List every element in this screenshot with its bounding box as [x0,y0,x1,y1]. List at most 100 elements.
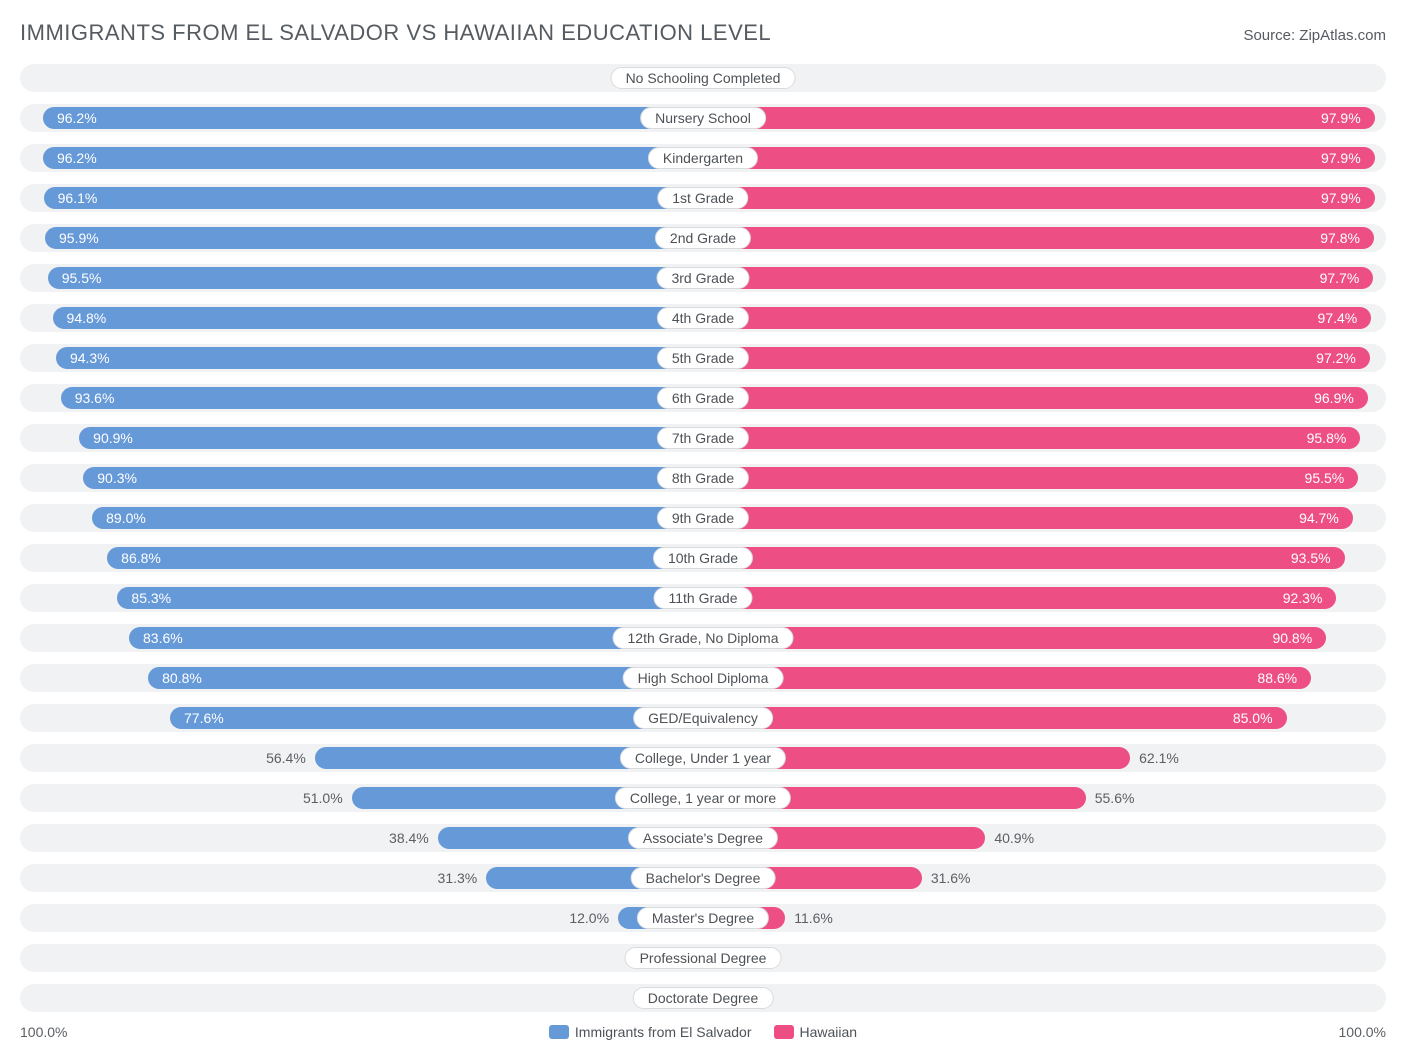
bar-right: 97.4% [706,307,1371,329]
bar-value-right: 95.5% [1305,470,1345,486]
bar-left: 77.6% [170,707,700,729]
category-label: Kindergarten [648,147,758,169]
bar-left: 96.2% [43,147,700,169]
category-label: Nursery School [640,107,766,129]
legend-item-right: Hawaiian [774,1024,858,1040]
category-label: College, Under 1 year [620,747,786,769]
category-label: 2nd Grade [655,227,751,249]
bar-value-left: 12.0% [569,910,609,926]
category-label: Professional Degree [625,947,782,969]
category-label: 11th Grade [653,587,752,609]
bar-value-left: 38.4% [389,830,429,846]
chart-row: 96.2% 97.9% Nursery School [20,104,1386,132]
chart-row: 80.8% 88.6% High School Diploma [20,664,1386,692]
chart-row: 90.3% 95.5% 8th Grade [20,464,1386,492]
chart-row: 86.8%93.5%10th Grade [20,544,1386,572]
chart-row: 77.6%85.0%GED/Equivalency [20,704,1386,732]
bar-value-left: 95.5% [62,270,102,286]
bar-value-right: 97.9% [1321,150,1361,166]
chart-row: 12.0% 11.6% Master's Degree [20,904,1386,932]
chart-row: 96.2% 97.9% Kindergarten [20,144,1386,172]
bar-value-right: 88.6% [1257,670,1297,686]
bar-value-left: 89.0% [106,510,146,526]
bar-value-right: 97.8% [1320,230,1360,246]
category-label: 10th Grade [653,547,753,569]
category-label: 7th Grade [657,427,749,449]
bar-value-left: 90.3% [97,470,137,486]
legend-item-left: Immigrants from El Salvador [549,1024,752,1040]
bar-left: 96.1% [44,187,700,209]
bar-right: 95.8% [706,427,1360,449]
legend-swatch-left [549,1025,569,1039]
chart-row: 95.9% 97.8% 2nd Grade [20,224,1386,252]
legend-label-right: Hawaiian [800,1024,858,1040]
chart-row: 90.9% 95.8%7th Grade [20,424,1386,452]
chart-row: 31.3% 31.6% Bachelor's Degree [20,864,1386,892]
category-label: Bachelor's Degree [631,867,776,889]
bar-value-right: 90.8% [1272,630,1312,646]
bar-value-right: 94.7% [1299,510,1339,526]
chart-row: 38.4%40.9%Associate's Degree [20,824,1386,852]
legend-swatch-right [774,1025,794,1039]
bar-left: 85.3% [117,587,700,609]
category-label: 9th Grade [657,507,749,529]
bar-value-left: 51.0% [303,790,343,806]
legend: Immigrants from El Salvador Hawaiian [67,1024,1338,1040]
bar-value-right: 97.9% [1321,110,1361,126]
category-label: 12th Grade, No Diploma [613,627,794,649]
category-label: 3rd Grade [656,267,749,289]
bar-value-right: 85.0% [1233,710,1273,726]
chart-row: 93.6%96.9%6th Grade [20,384,1386,412]
category-label: 8th Grade [657,467,749,489]
bar-value-left: 31.3% [438,870,478,886]
chart-row: 51.0%55.6%College, 1 year or more [20,784,1386,812]
bar-value-left: 96.1% [58,190,98,206]
axis-end-left: 100.0% [20,1024,67,1040]
bar-left: 96.2% [43,107,700,129]
category-label: 1st Grade [657,187,748,209]
bar-right: 97.9% [706,187,1375,209]
bar-value-right: 96.9% [1314,390,1354,406]
category-label: Master's Degree [637,907,769,929]
bar-right: 92.3% [706,587,1336,609]
bar-left: 80.8% [148,667,700,689]
axis-end-right: 100.0% [1339,1024,1386,1040]
bar-value-left: 90.9% [93,430,133,446]
category-label: 5th Grade [657,347,749,369]
bar-value-left: 83.6% [143,630,183,646]
bar-right: 94.7% [706,507,1353,529]
bar-right: 96.9% [706,387,1368,409]
bar-left: 95.9% [45,227,700,249]
chart-row: 3.5%3.4%Professional Degree [20,944,1386,972]
bar-left: 90.3% [83,467,700,489]
bar-value-right: 11.6% [794,910,833,926]
bar-value-left: 94.3% [70,350,110,366]
chart-row: 94.8%97.4%4th Grade [20,304,1386,332]
bar-right: 97.9% [706,147,1375,169]
chart-row: 89.0% 94.7% 9th Grade [20,504,1386,532]
bar-right: 97.8% [706,227,1374,249]
bar-value-right: 31.6% [931,870,971,886]
chart-row: 1.4%1.5%Doctorate Degree [20,984,1386,1012]
chart-row: 96.1% 97.9%1st Grade [20,184,1386,212]
bar-value-left: 77.6% [184,710,224,726]
bar-value-left: 80.8% [162,670,202,686]
bar-value-left: 93.6% [75,390,115,406]
category-label: No Schooling Completed [611,67,796,89]
bar-value-left: 85.3% [131,590,171,606]
category-label: High School Diploma [623,667,784,689]
category-label: 4th Grade [657,307,749,329]
bar-right: 85.0% [706,707,1287,729]
bar-left: 94.3% [56,347,700,369]
bar-right: 95.5% [706,467,1358,489]
chart-row: 83.6% 90.8% 12th Grade, No Diploma [20,624,1386,652]
bar-right: 97.9% [706,107,1375,129]
bar-value-right: 97.4% [1318,310,1358,326]
legend-label-left: Immigrants from El Salvador [575,1024,752,1040]
bar-left: 93.6% [61,387,700,409]
chart-row: 95.5% 97.7%3rd Grade [20,264,1386,292]
bar-right: 97.7% [706,267,1373,289]
category-label: College, 1 year or more [615,787,791,809]
chart-row: 94.3%97.2%5th Grade [20,344,1386,372]
bar-value-right: 62.1% [1139,750,1179,766]
